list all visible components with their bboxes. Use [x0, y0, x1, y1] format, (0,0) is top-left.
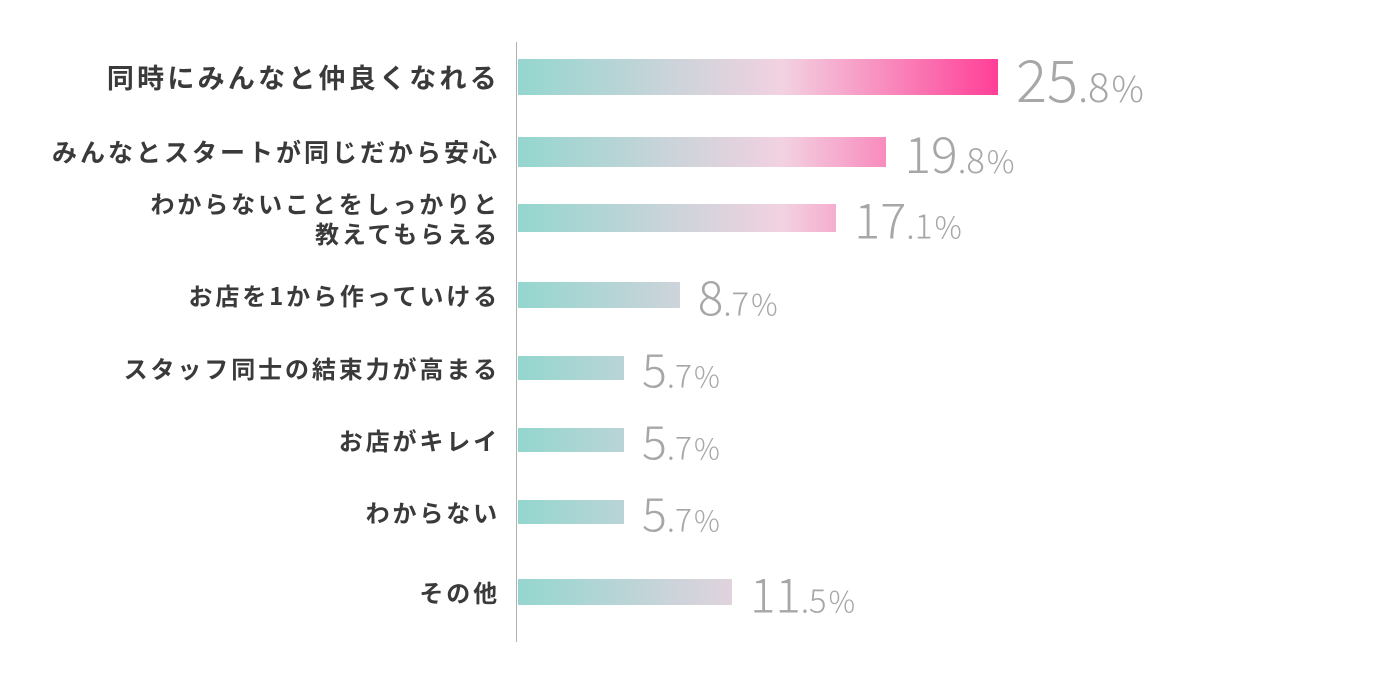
- bar-label: わからないことをしっかりと 教えてもらえる: [151, 188, 500, 248]
- bar-value: 8.7%: [698, 261, 778, 330]
- bar-label: お店がキレイ: [339, 425, 500, 455]
- bar-label: お店を1から作っていける: [188, 280, 500, 310]
- percent-sign: %: [935, 204, 962, 248]
- value-decimal: .7: [667, 424, 692, 470]
- value-decimal: .8: [1078, 56, 1109, 114]
- bar-value: 25.8%: [1016, 35, 1144, 119]
- bar-label: スタッフ同士の結束力が高まる: [124, 353, 500, 383]
- bar: [518, 428, 624, 452]
- bar-label: 同時にみんなと仲良くなれる: [107, 60, 500, 94]
- value-decimal: .5: [801, 576, 827, 623]
- percent-sign: %: [694, 500, 720, 541]
- percent-sign: %: [694, 428, 720, 469]
- value-decimal: .7: [667, 496, 692, 542]
- percent-sign: %: [694, 356, 720, 397]
- bar-label: みんなとスタートが同じだから安心: [52, 136, 500, 167]
- bar-label: わからない: [366, 497, 500, 527]
- bar: [518, 204, 836, 232]
- percent-sign: %: [1111, 61, 1143, 113]
- bar-label: その他: [419, 577, 500, 607]
- value-integer: 11: [750, 558, 801, 627]
- bar-value: 5.7%: [642, 335, 720, 402]
- bar: [518, 137, 886, 167]
- bar-value: 17.1%: [854, 183, 962, 254]
- value-integer: 25: [1016, 35, 1078, 119]
- bar-value: 5.7%: [642, 479, 720, 546]
- bar: [518, 579, 732, 605]
- percent-sign: %: [987, 137, 1015, 182]
- value-integer: 5: [642, 479, 667, 546]
- value-decimal: .1: [906, 200, 932, 249]
- bar: [518, 500, 624, 524]
- value-integer: 17: [854, 183, 906, 254]
- percent-sign: %: [829, 579, 855, 622]
- horizontal-bar-chart: 同時にみんなと仲良くなれる25.8%みんなとスタートが同じだから安心19.8%わ…: [0, 0, 1376, 679]
- bar-value: 5.7%: [642, 407, 720, 474]
- value-decimal: .8: [958, 133, 985, 183]
- bar-value: 19.8%: [904, 116, 1014, 188]
- bar: [518, 59, 998, 95]
- bar: [518, 356, 624, 380]
- y-axis: [516, 42, 517, 642]
- percent-sign: %: [751, 282, 777, 325]
- bar-value: 11.5%: [750, 558, 855, 627]
- value-integer: 5: [642, 407, 667, 474]
- bar: [518, 282, 680, 308]
- value-integer: 5: [642, 335, 667, 402]
- value-decimal: .7: [667, 352, 692, 398]
- value-integer: 19: [904, 116, 957, 188]
- value-integer: 8: [698, 261, 723, 330]
- value-decimal: .7: [723, 279, 749, 326]
